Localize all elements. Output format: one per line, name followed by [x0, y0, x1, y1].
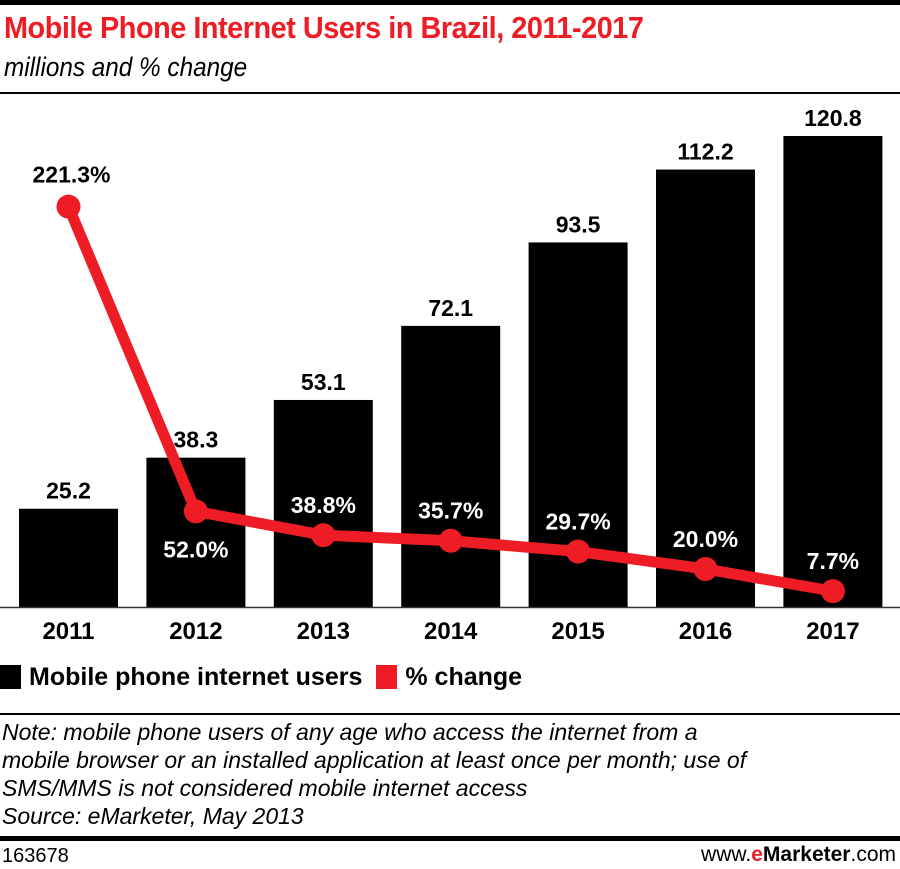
labels-layer: 25.2 38.3 53.1 72.1 93.5 112.2 120.8 221.3% 52.0… — [32, 105, 861, 574]
bar-2011 — [19, 508, 118, 607]
legend-swatch-red — [376, 665, 398, 689]
bar-2016 — [656, 169, 755, 607]
chart-title: Mobile Phone Internet Users in Brazil, 2… — [4, 10, 644, 45]
brand-suffix: .com — [850, 843, 896, 866]
chart-area: 25.2 38.3 53.1 72.1 93.5 112.2 120.8 221.3% 52.0… — [0, 105, 900, 645]
x-tick-label: 2012 — [169, 618, 222, 645]
bar-2013 — [273, 399, 373, 607]
legend-swatch-black — [0, 665, 21, 689]
x-tick-label: 2016 — [679, 618, 732, 645]
legend-label-users: Mobile phone internet users — [29, 662, 363, 691]
note-rule — [0, 713, 900, 715]
pct-change-point-2011 — [56, 194, 81, 219]
pct-change-label: 221.3% — [32, 162, 110, 188]
x-tick-label: 2011 — [42, 618, 94, 645]
bar-value-label: 112.2 — [677, 139, 733, 165]
bar-value-label: 38.3 — [174, 427, 219, 453]
bar-value-label: 72.1 — [428, 295, 473, 321]
chart-id: 163678 — [2, 845, 69, 867]
pct-change-point-2017 — [820, 579, 845, 604]
pct-change-point-2012 — [183, 499, 208, 524]
bar-2012 — [146, 457, 246, 607]
pct-change-label: 35.7% — [418, 498, 483, 524]
bar-2014 — [401, 325, 501, 607]
bar-2017 — [783, 136, 883, 607]
chart-subtitle: millions and % change — [4, 52, 248, 82]
pct-change-point-2014 — [438, 528, 463, 553]
brand-prefix: www. — [701, 843, 752, 866]
pct-change-label: 29.7% — [545, 509, 610, 535]
x-tick-label: 2017 — [806, 618, 859, 645]
pct-change-point-2013 — [311, 523, 336, 548]
bars-layer — [19, 136, 883, 608]
bottom-rule — [0, 836, 900, 841]
x-tick-label: 2013 — [297, 618, 350, 645]
bar-value-label: 53.1 — [301, 369, 346, 395]
pct-change-point-2016 — [693, 557, 718, 581]
legend-item-users: Mobile phone internet users — [0, 663, 362, 692]
brand-link[interactable]: www.eMarketer.com — [701, 843, 896, 867]
bar-value-label: 93.5 — [556, 211, 601, 237]
bar-value-label: 120.8 — [804, 105, 862, 131]
x-tick-label: 2014 — [424, 618, 478, 645]
top-rule — [0, 0, 900, 5]
legend-item-change: % change — [376, 663, 522, 692]
chart-note: Note: mobile phone users of any age who … — [2, 719, 747, 829]
pct-change-label: 7.7% — [807, 548, 859, 574]
pct-change-label: 52.0% — [163, 536, 228, 562]
line-layer — [56, 194, 845, 604]
x-tick-label: 2015 — [551, 618, 604, 645]
pct-change-label: 38.8% — [291, 492, 356, 518]
subtitle-rule — [0, 92, 900, 94]
legend: Mobile phone internet users % change — [0, 660, 536, 694]
legend-label-change: % change — [405, 662, 523, 691]
x-axis-ticks: 2011 2012 2013 2014 2015 2016 2017 — [42, 618, 859, 645]
brand-main: Marketer — [762, 843, 851, 866]
pct-change-label: 20.0% — [673, 526, 738, 552]
bar-value-label: 25.2 — [46, 478, 91, 504]
brand-e: e — [751, 843, 763, 866]
pct-change-point-2015 — [566, 539, 591, 564]
